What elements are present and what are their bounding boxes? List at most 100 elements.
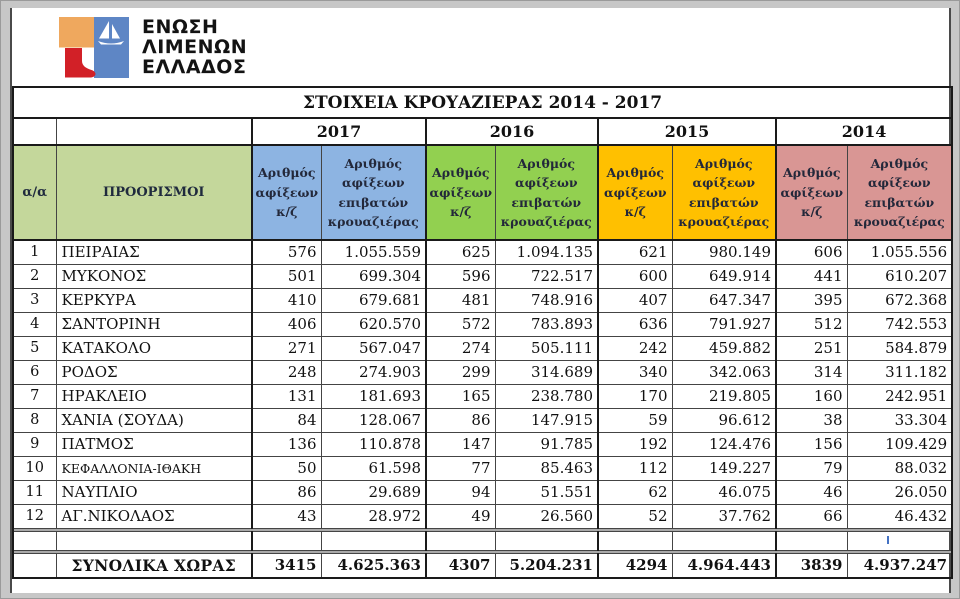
value-cell: 136 <box>251 431 322 457</box>
org-name-line-1: ΕΝΩΣΗ <box>142 15 219 38</box>
calls-header-2017: Αριθμός αφίξεων κ/ζ <box>251 144 322 241</box>
table-row: 10 ΚΕΦΑΛΛΟΝΙΑ-ΙΘΑΚΗ 50 61.598 77 85.463 … <box>12 455 953 481</box>
year-row-empty-cell <box>55 117 253 146</box>
destination-cell: ΠΑΤΜΟΣ <box>55 431 253 457</box>
passengers-header-2016: Αριθμός αφίξεων επιβατών κρουαζιέρας <box>494 144 599 241</box>
value-cell: 980.149 <box>671 239 777 265</box>
cruise-data-table: ΣΤΟΙΧΕΙΑ ΚΡΟΥΑΖΙΕΡΑΣ 2014 - 2017 2017 20… <box>11 86 954 579</box>
value-cell: 672.368 <box>846 287 953 313</box>
value-cell: 791.927 <box>671 311 777 337</box>
value-cell: 109.429 <box>846 431 953 457</box>
value-cell: 441 <box>775 263 848 289</box>
gray-divider <box>11 528 954 531</box>
org-name: ΕΝΩΣΗ ΛΙΜΕΝΩΝ ΕΛΛΑΔΟΣ <box>142 15 247 79</box>
table-row: 12 ΑΓ.ΝΙΚΟΛΑΟΣ 43 28.972 49 26.560 52 37… <box>12 503 953 529</box>
destination-cell: ΡΟΔΟΣ <box>55 359 253 385</box>
row-number-cell: 11 <box>12 479 57 505</box>
destination-cell: ΚΕΡΚΥΡΑ <box>55 287 253 313</box>
row-number-cell: 10 <box>12 455 57 481</box>
value-cell: 248 <box>251 359 322 385</box>
value-cell: 407 <box>597 287 673 313</box>
passengers-header-2014: Αριθμός αφίξεων επιβατών κρουαζιέρας <box>846 144 953 241</box>
value-cell: 37.762 <box>671 503 777 529</box>
calls-header-2014: Αριθμός αφίξεων κ/ζ <box>775 144 848 241</box>
table-row: 9 ΠΑΤΜΟΣ 136 110.878 147 91.785 192 124.… <box>12 431 953 457</box>
total-value-cell: 3415 <box>251 552 322 579</box>
value-cell: 621 <box>597 239 673 265</box>
value-cell: 459.882 <box>671 335 777 361</box>
value-cell: 1.055.556 <box>846 239 953 265</box>
total-value-cell: 4.937.247 <box>846 552 953 579</box>
value-cell: 649.914 <box>671 263 777 289</box>
row-number-cell: 1 <box>12 239 57 265</box>
logo-band: ΕΝΩΣΗ ΛΙΜΕΝΩΝ ΕΛΛΑΔΟΣ <box>12 8 949 86</box>
gray-divider <box>11 550 954 553</box>
table-row: 8 ΧΑΝΙΑ (ΣΟΥΔΑ) 84 128.067 86 147.915 59… <box>12 407 953 433</box>
value-cell: 156 <box>775 431 848 457</box>
year-header-row: 2017 2016 2015 2014 <box>12 117 953 146</box>
value-cell: 124.476 <box>671 431 777 457</box>
table-row: 3 ΚΕΡΚΥΡΑ 410 679.681 481 748.916 407 64… <box>12 287 953 313</box>
destinations-column-header: ΠΡΟΟΡΙΣΜΟΙ <box>55 144 253 241</box>
value-cell: 147.915 <box>494 407 599 433</box>
table-row: 1 ΠΕΙΡΑΙΑΣ 576 1.055.559 625 1.094.135 6… <box>12 239 953 265</box>
row-number-cell: 4 <box>12 311 57 337</box>
table-row: 5 ΚΑΤΑΚΟΛΟ 271 567.047 274 505.111 242 4… <box>12 335 953 361</box>
hellenic-ports-logo-icon <box>59 16 129 78</box>
total-value-cell: 4294 <box>597 552 673 579</box>
document-sheet: ΕΝΩΣΗ ΛΙΜΕΝΩΝ ΕΛΛΑΔΟΣ ΣΤΟΙΧΕΙΑ ΚΡΟΥΑΖΙΕΡ… <box>10 8 954 593</box>
value-cell: 147 <box>425 431 496 457</box>
value-cell: 49 <box>425 503 496 529</box>
value-cell: 512 <box>775 311 848 337</box>
value-cell: 26.050 <box>846 479 953 505</box>
value-cell: 86 <box>251 479 322 505</box>
value-cell: 395 <box>775 287 848 313</box>
total-value-cell: 3839 <box>775 552 848 579</box>
value-cell: 274.903 <box>320 359 427 385</box>
value-cell: 299 <box>425 359 496 385</box>
table-body: 1 ΠΕΙΡΑΙΑΣ 576 1.055.559 625 1.094.135 6… <box>12 239 953 529</box>
stray-blue-mark <box>887 535 890 544</box>
value-cell: 342.063 <box>671 359 777 385</box>
total-value-cell: 4.964.443 <box>671 552 777 579</box>
destination-cell: ΜΥΚΟΝΟΣ <box>55 263 253 289</box>
value-cell: 61.598 <box>320 455 427 481</box>
value-cell: 219.805 <box>671 383 777 409</box>
value-cell: 170 <box>597 383 673 409</box>
destination-cell: ΚΑΤΑΚΟΛΟ <box>55 335 253 361</box>
total-row-empty-cell <box>12 552 57 579</box>
title-row: ΣΤΟΙΧΕΙΑ ΚΡΟΥΑΖΙΕΡΑΣ 2014 - 2017 <box>11 86 954 119</box>
calls-header-2015: Αριθμός αφίξεων κ/ζ <box>597 144 673 241</box>
value-cell: 52 <box>597 503 673 529</box>
org-name-line-3: ΕΛΛΑΔΟΣ <box>142 56 247 79</box>
value-cell: 110.878 <box>320 431 427 457</box>
value-cell: 600 <box>597 263 673 289</box>
column-header-row: α/α ΠΡΟΟΡΙΣΜΟΙ Αριθμός αφίξεων κ/ζ Αριθμ… <box>12 144 953 241</box>
passengers-header-2015: Αριθμός αφίξεων επιβατών κρουαζιέρας <box>671 144 777 241</box>
value-cell: 33.304 <box>846 407 953 433</box>
value-cell: 38 <box>775 407 848 433</box>
destination-cell: ΣΑΝΤΟΡΙΝΗ <box>55 311 253 337</box>
value-cell: 606 <box>775 239 848 265</box>
value-cell: 647.347 <box>671 287 777 313</box>
year-header-2016: 2016 <box>425 117 599 146</box>
row-number-cell: 12 <box>12 503 57 529</box>
value-cell: 192 <box>597 431 673 457</box>
value-cell: 572 <box>425 311 496 337</box>
value-cell: 314.689 <box>494 359 599 385</box>
value-cell: 271 <box>251 335 322 361</box>
destination-cell: ΑΓ.ΝΙΚΟΛΑΟΣ <box>55 503 253 529</box>
value-cell: 66 <box>775 503 848 529</box>
value-cell: 112 <box>597 455 673 481</box>
year-header-2017: 2017 <box>251 117 427 146</box>
value-cell: 274 <box>425 335 496 361</box>
value-cell: 160 <box>775 383 848 409</box>
value-cell: 26.560 <box>494 503 599 529</box>
destination-cell: ΚΕΦΑΛΛΟΝΙΑ-ΙΘΑΚΗ <box>55 455 253 481</box>
value-cell: 51.551 <box>494 479 599 505</box>
value-cell: 679.681 <box>320 287 427 313</box>
value-cell: 242 <box>597 335 673 361</box>
value-cell: 131 <box>251 383 322 409</box>
row-number-cell: 8 <box>12 407 57 433</box>
page-title: ΣΤΟΙΧΕΙΑ ΚΡΟΥΑΖΙΕΡΑΣ 2014 - 2017 <box>11 86 954 119</box>
